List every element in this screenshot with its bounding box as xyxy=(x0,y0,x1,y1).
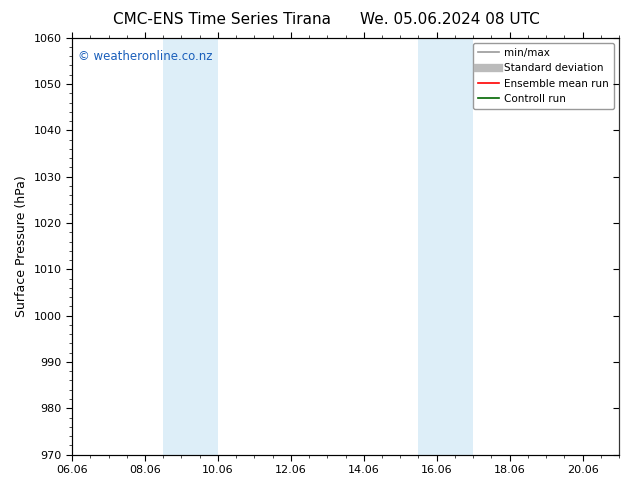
Text: © weatheronline.co.nz: © weatheronline.co.nz xyxy=(77,50,212,63)
Y-axis label: Surface Pressure (hPa): Surface Pressure (hPa) xyxy=(15,175,28,317)
Bar xyxy=(418,38,444,455)
Legend: min/max, Standard deviation, Ensemble mean run, Controll run: min/max, Standard deviation, Ensemble me… xyxy=(472,43,614,109)
Bar xyxy=(444,38,473,455)
Text: We. 05.06.2024 08 UTC: We. 05.06.2024 08 UTC xyxy=(360,12,540,27)
Bar xyxy=(163,38,189,455)
Text: CMC-ENS Time Series Tirana: CMC-ENS Time Series Tirana xyxy=(113,12,331,27)
Bar xyxy=(189,38,218,455)
